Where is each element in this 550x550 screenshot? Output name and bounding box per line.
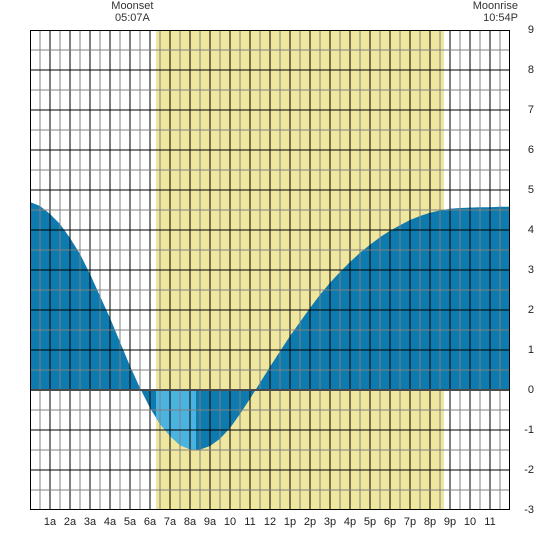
y-tick-label: 8: [514, 64, 534, 76]
x-tick-label: 3p: [320, 516, 340, 528]
x-tick-label: 8p: [420, 516, 440, 528]
x-axis-labels: 1a2a3a4a5a6a7a8a9a1011121p2p3p4p5p6p7p8p…: [30, 516, 510, 534]
moonrise-label: Moonrise: [458, 0, 518, 12]
x-tick-label: 7a: [160, 516, 180, 528]
moonset-time: 05:07A: [102, 12, 162, 24]
x-tick-label: 2p: [300, 516, 320, 528]
x-tick-label: 5p: [360, 516, 380, 528]
x-tick-label: 10: [220, 516, 240, 528]
tide-chart: [30, 30, 510, 510]
y-tick-label: 2: [514, 304, 534, 316]
x-tick-label: 3a: [80, 516, 100, 528]
y-tick-label: 3: [514, 264, 534, 276]
x-tick-label: 9a: [200, 516, 220, 528]
x-tick-label: 4a: [100, 516, 120, 528]
y-tick-label: 4: [514, 224, 534, 236]
y-tick-label: -2: [514, 464, 534, 476]
y-tick-label: 0: [514, 384, 534, 396]
y-tick-label: 7: [514, 104, 534, 116]
y-tick-label: -3: [514, 504, 534, 516]
y-axis-labels: -3-2-10123456789: [512, 30, 548, 510]
y-tick-label: 6: [514, 144, 534, 156]
chart-header-annotations: Moonset 05:07A Moonrise 10:54P: [0, 0, 550, 30]
x-tick-label: 6a: [140, 516, 160, 528]
x-tick-label: 2a: [60, 516, 80, 528]
y-tick-label: 1: [514, 344, 534, 356]
y-tick-label: -1: [514, 424, 534, 436]
x-tick-label: 5a: [120, 516, 140, 528]
tide-chart-svg: [30, 30, 510, 510]
moonrise-annotation: Moonrise 10:54P: [458, 0, 518, 24]
x-tick-label: 4p: [340, 516, 360, 528]
x-tick-label: 6p: [380, 516, 400, 528]
moonset-annotation: Moonset 05:07A: [102, 0, 162, 24]
x-tick-label: 7p: [400, 516, 420, 528]
moonset-label: Moonset: [102, 0, 162, 12]
x-tick-label: 12: [260, 516, 280, 528]
x-tick-label: 11: [240, 516, 260, 528]
x-tick-label: 11: [480, 516, 500, 528]
x-tick-label: 1p: [280, 516, 300, 528]
x-tick-label: 10: [460, 516, 480, 528]
y-tick-label: 5: [514, 184, 534, 196]
y-tick-label: 9: [514, 24, 534, 36]
x-tick-label: 1a: [40, 516, 60, 528]
x-tick-label: 9p: [440, 516, 460, 528]
moonrise-time: 10:54P: [458, 12, 518, 24]
x-tick-label: 8a: [180, 516, 200, 528]
